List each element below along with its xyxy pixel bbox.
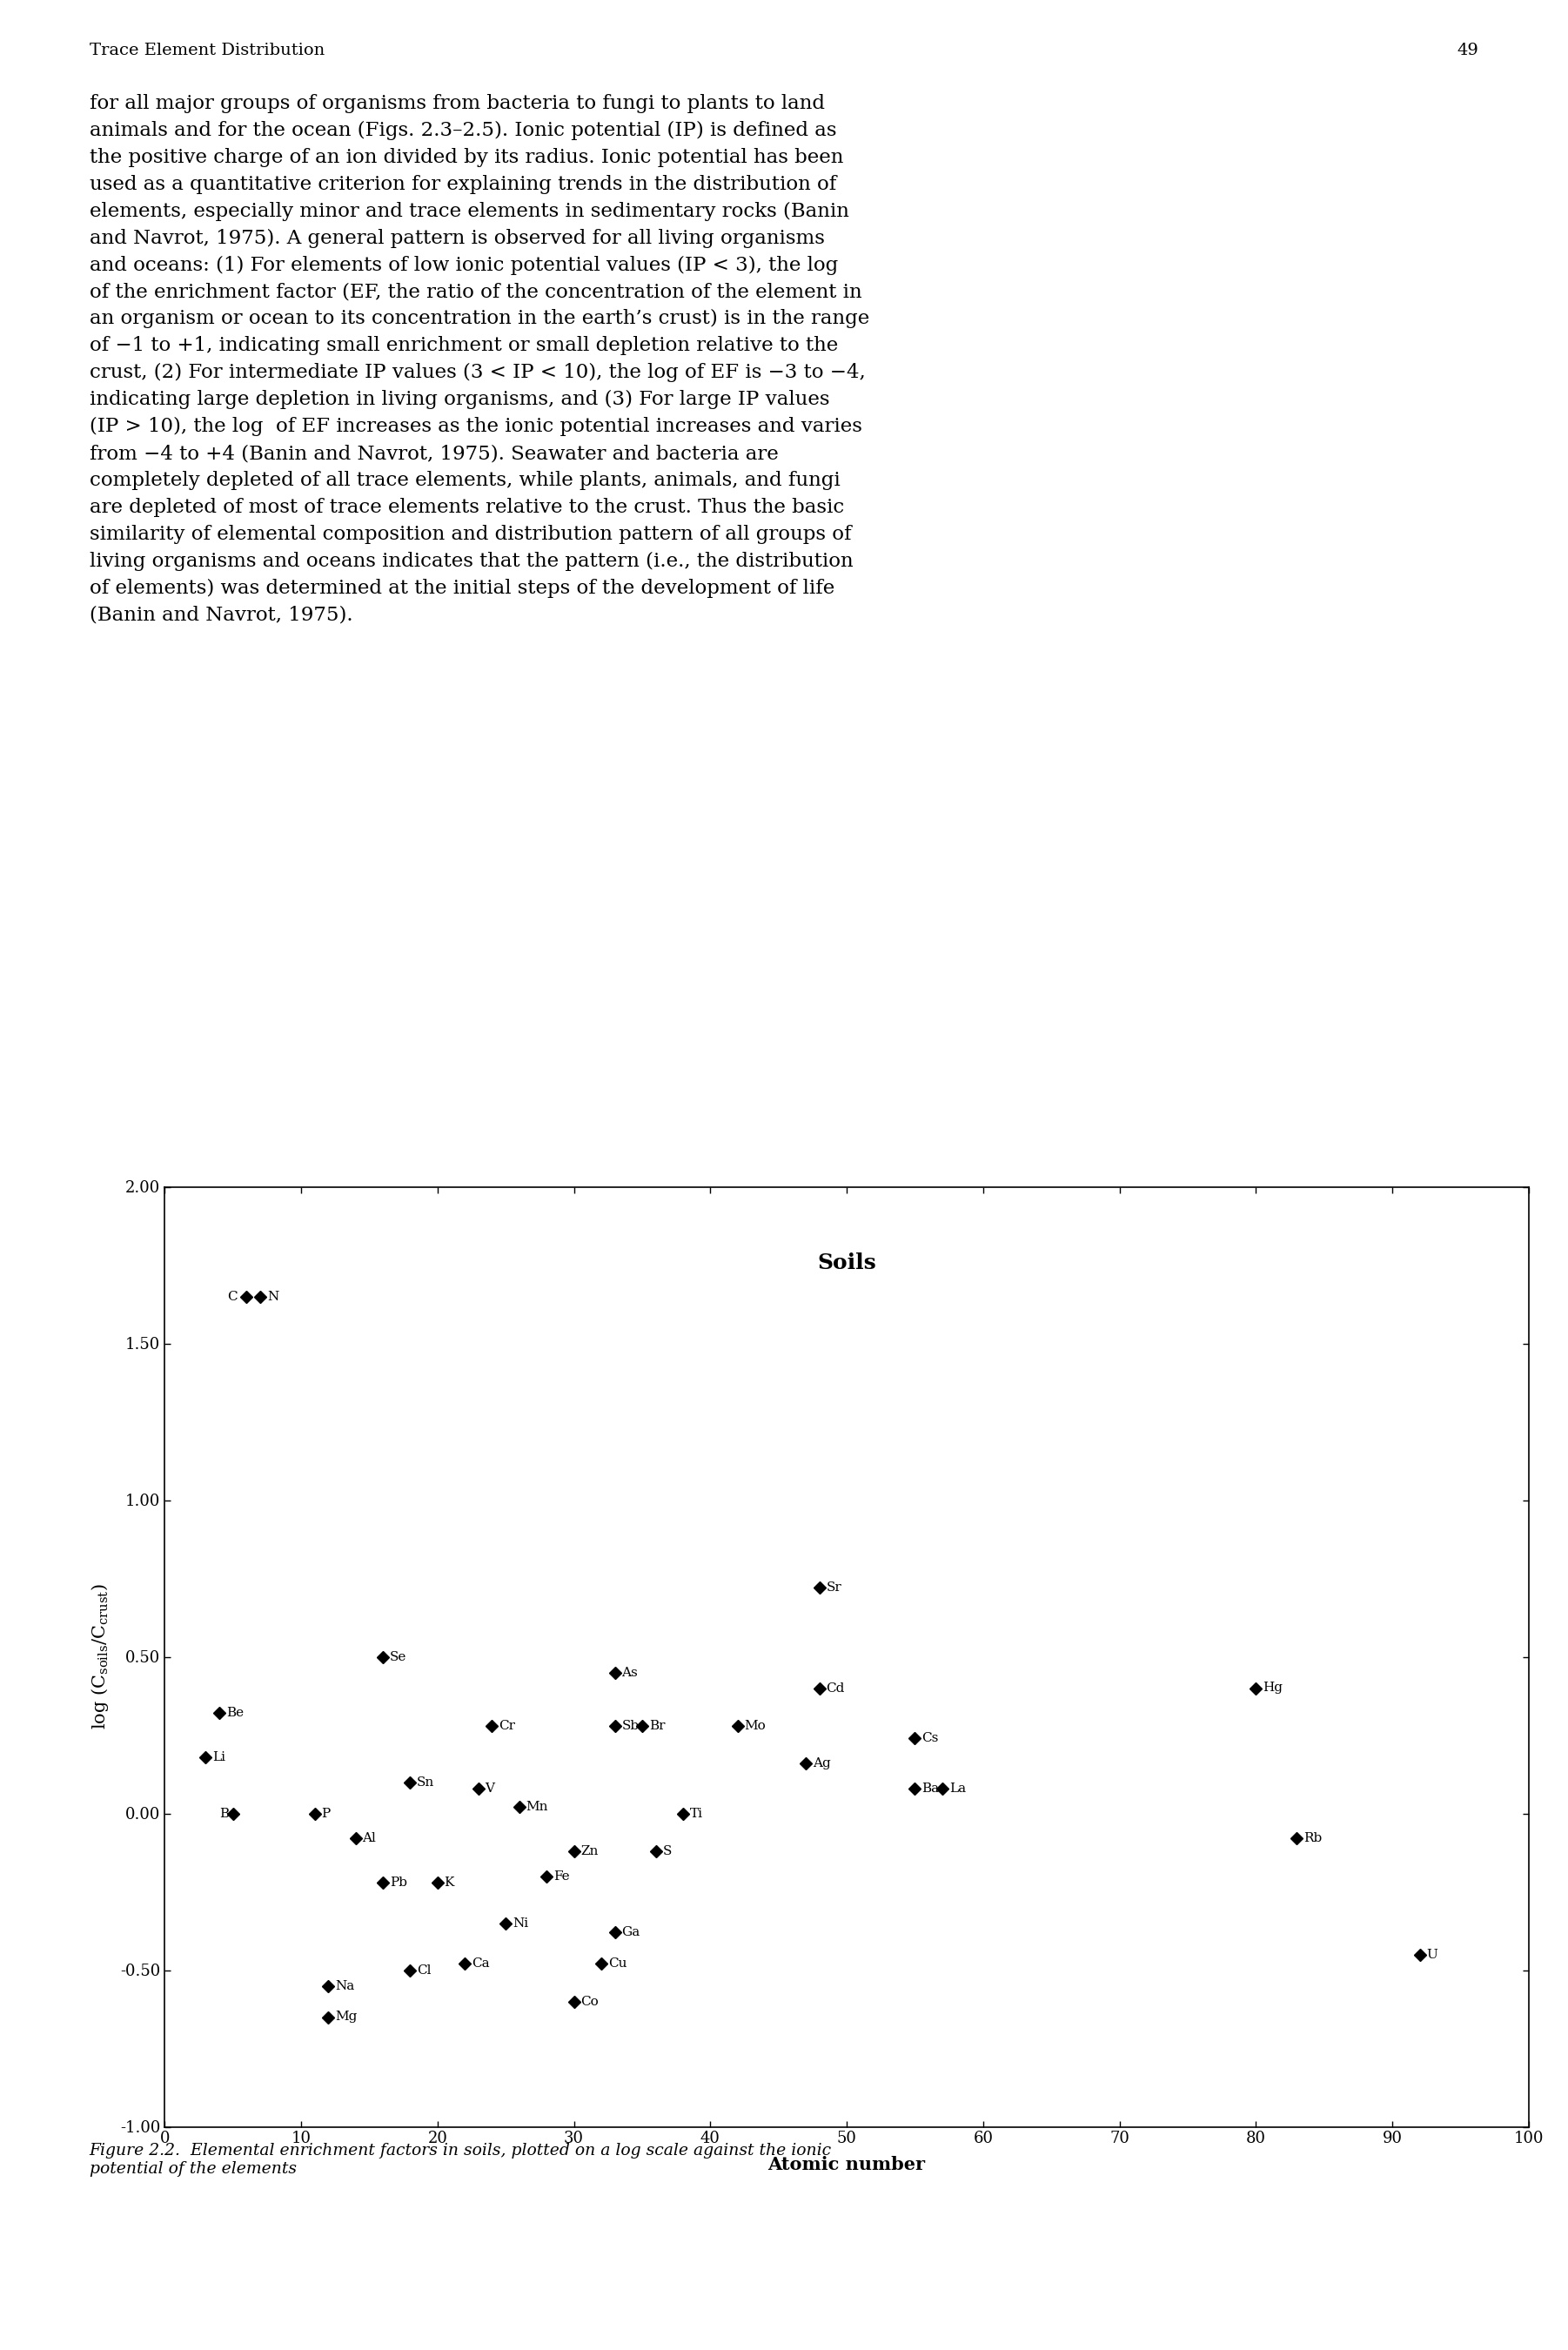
Text: Hg: Hg (1262, 1683, 1283, 1694)
Text: S: S (663, 1845, 671, 1856)
Text: Rb: Rb (1303, 1833, 1322, 1845)
Text: U: U (1427, 1948, 1438, 1960)
Text: Mg: Mg (336, 2012, 358, 2023)
Text: V: V (485, 1781, 495, 1795)
Text: Sr: Sr (826, 1582, 842, 1593)
Text: Sn: Sn (417, 1777, 434, 1788)
Text: Cu: Cu (608, 1958, 627, 1969)
Text: Br: Br (649, 1720, 665, 1732)
Text: C: C (227, 1290, 237, 1302)
Text: Na: Na (336, 1979, 354, 1993)
Text: Ti: Ti (690, 1807, 702, 1819)
Text: Figure 2.2.  Elemental enrichment factors in soils, plotted on a log scale again: Figure 2.2. Elemental enrichment factors… (89, 2143, 831, 2176)
Text: B: B (220, 1807, 229, 1819)
Text: Trace Element Distribution: Trace Element Distribution (89, 42, 325, 59)
Text: As: As (621, 1666, 638, 1678)
Text: K: K (444, 1875, 455, 1889)
X-axis label: Atomic number: Atomic number (768, 2157, 925, 2174)
Text: Cs: Cs (922, 1732, 939, 1744)
Text: for all major groups of organisms from bacteria to fungi to plants to land
anima: for all major groups of organisms from b… (89, 94, 869, 625)
Text: Ni: Ni (513, 1918, 528, 1929)
Text: Be: Be (226, 1706, 243, 1720)
Text: Mn: Mn (527, 1800, 549, 1814)
Text: N: N (267, 1290, 279, 1302)
Text: Pb: Pb (390, 1875, 408, 1889)
Text: Cd: Cd (826, 1683, 845, 1694)
Text: Zn: Zn (580, 1845, 599, 1856)
Text: La: La (949, 1781, 966, 1795)
Text: Soils: Soils (817, 1253, 877, 1274)
Text: Ga: Ga (621, 1927, 640, 1939)
Text: Cr: Cr (499, 1720, 516, 1732)
Text: Ba: Ba (922, 1781, 939, 1795)
Text: Sb: Sb (621, 1720, 640, 1732)
Text: Fe: Fe (554, 1871, 569, 1882)
Text: Mo: Mo (745, 1720, 765, 1732)
Text: Li: Li (212, 1751, 226, 1762)
Text: P: P (321, 1807, 331, 1819)
Text: Al: Al (362, 1833, 376, 1845)
Text: Ca: Ca (472, 1958, 489, 1969)
Text: 49: 49 (1457, 42, 1479, 59)
Text: Cl: Cl (417, 1965, 431, 1976)
Text: Co: Co (580, 1995, 599, 2007)
Y-axis label: log (C$_{\mathregular{soils}}$/C$_{\mathregular{crust}}$): log (C$_{\mathregular{soils}}$/C$_{\math… (89, 1584, 110, 1730)
Text: Ag: Ag (812, 1758, 831, 1770)
Text: Se: Se (390, 1650, 406, 1664)
